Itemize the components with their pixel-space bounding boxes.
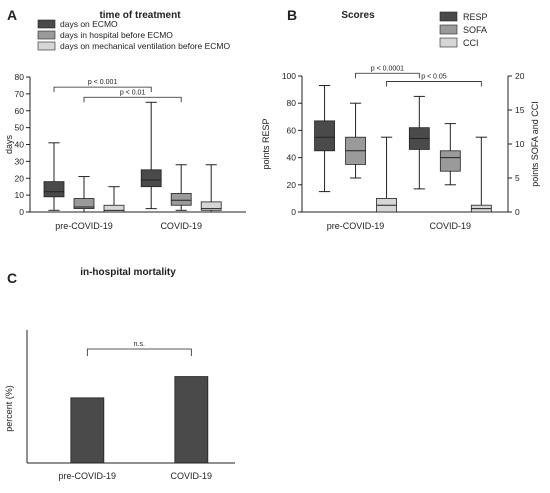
x-tick-label: COVID-19 (430, 221, 472, 231)
y-tick-label: 80 (15, 72, 25, 82)
y-tick-label: 0 (19, 207, 24, 217)
panel-letter: C (7, 270, 17, 286)
legend-swatch-2 (439, 37, 458, 48)
pvalue-ecmo-bracket (53, 86, 152, 93)
y-tick-label: 80 (287, 98, 297, 108)
legend-swatch-1 (439, 24, 458, 35)
box-resp-0-box (314, 120, 335, 152)
pvalue-cci-bracket (386, 81, 482, 87)
x-tick-label: pre-COVID-19 (59, 471, 117, 481)
box-light-0-box (103, 204, 125, 213)
x-tick-label: pre-COVID-19 (327, 221, 385, 231)
y-tick-label: 50 (15, 123, 25, 133)
y2-tick-label: 15 (515, 105, 525, 115)
y-tick-label: 60 (287, 125, 297, 135)
panel-letter: A (7, 7, 17, 23)
y-axis-label: points RESP (261, 118, 271, 169)
box-light-1-box (200, 201, 222, 211)
y2-axis-label: points SOFA and CCI (530, 101, 540, 187)
y-axis-label: percent (%) (4, 385, 14, 432)
y-tick-label: 0 (291, 207, 296, 217)
y-axis-label: days (4, 134, 14, 154)
y-tick-label: 70 (15, 89, 25, 99)
bar-1 (174, 376, 209, 464)
legend-swatch-0 (439, 11, 458, 22)
y-tick-label: 60 (15, 106, 25, 116)
y-tick-label: 100 (282, 71, 296, 81)
box-dark-1-box (140, 169, 162, 188)
pvalue-cci-label: p < 0.05 (421, 73, 447, 80)
y2-tick-label: 5 (515, 173, 520, 183)
legend-label-2: CCI (463, 38, 479, 48)
x-tick-label: pre-COVID-19 (55, 221, 113, 231)
legend-label-0: RESP (463, 12, 488, 22)
pvalue-sofa-resp-bracket (355, 72, 420, 79)
panel-letter: B (287, 7, 297, 23)
pvalue-ecmo-label: p < 0.001 (88, 79, 117, 86)
y-tick-label: 10 (15, 190, 25, 200)
legend-label-1: SOFA (463, 25, 487, 35)
y-tick-label: 40 (287, 153, 297, 163)
chart-title: time of treatment (99, 10, 181, 21)
y-tick-label: 40 (15, 140, 25, 150)
legend-swatch-2 (37, 41, 56, 51)
box-mid-0-box (73, 198, 95, 210)
panel-b: B Scores RESP SOFA CCI 0 20 40 60 80 100 0 5 10 15 20 po… (261, 7, 540, 231)
legend-label-2: days on mechanical ventilation before EC… (60, 41, 230, 51)
y2-tick-label: 0 (515, 207, 520, 217)
box-sofa-1-box (439, 150, 461, 172)
x-tick-label: COVID-19 (160, 221, 202, 231)
pvalue-sofa-resp-label: p < 0.0001 (371, 65, 404, 72)
y-tick-label: 20 (15, 173, 25, 183)
legend-label-1: days in hospital before ECMO (60, 30, 173, 40)
y2-tick-label: 20 (515, 71, 525, 81)
pvalue-mortality-bracket (86, 348, 192, 356)
legend-swatch-1 (37, 30, 56, 40)
chart-title: in-hospital mortality (80, 267, 176, 278)
y-tick-label: 30 (15, 156, 25, 166)
pvalue-hospital-label: p < 0.01 (120, 89, 146, 96)
y-tick-label: 20 (287, 180, 297, 190)
y2-tick-label: 10 (515, 139, 525, 149)
legend-label-0: days on ECMO (60, 19, 118, 29)
bar-0 (70, 397, 105, 464)
box-mid-1-box (170, 193, 192, 206)
x-tick-label: COVID-19 (171, 471, 213, 481)
legend-swatch-0 (37, 19, 56, 29)
pvalue-mortality-label: n.s. (134, 341, 145, 348)
box-dark-0-box (43, 181, 65, 198)
pvalue-hospital-bracket (83, 96, 182, 103)
chart-title: Scores (341, 10, 375, 21)
